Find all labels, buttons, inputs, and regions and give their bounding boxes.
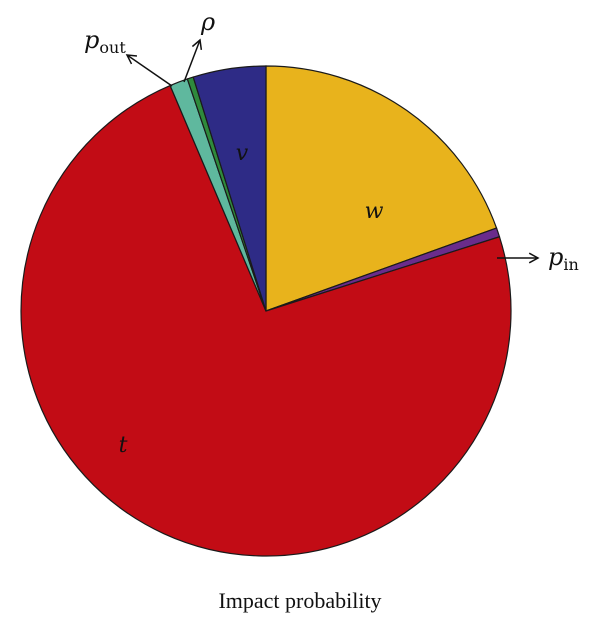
slice-label-w: w xyxy=(365,199,384,224)
slice-label-t: t xyxy=(119,433,128,458)
label-p-out-arrowhead xyxy=(125,54,138,65)
pie-slice-w xyxy=(265,65,498,312)
chart-title: Impact probability xyxy=(218,588,382,613)
pie-slice-v xyxy=(192,65,267,312)
label-rho: ρ xyxy=(200,8,215,36)
pie-chart: w t v pin pout ρ xyxy=(20,8,579,557)
label-p-in: pin xyxy=(548,243,579,274)
pie-slice-t xyxy=(20,84,512,557)
slice-label-v: v xyxy=(236,141,249,166)
label-rho-leader-line xyxy=(183,39,201,83)
label-p-in-arrowhead xyxy=(528,252,540,264)
label-rho-arrowhead xyxy=(191,38,203,51)
label-p-out: pout xyxy=(84,26,126,57)
label-p-out-leader-line xyxy=(126,54,173,87)
